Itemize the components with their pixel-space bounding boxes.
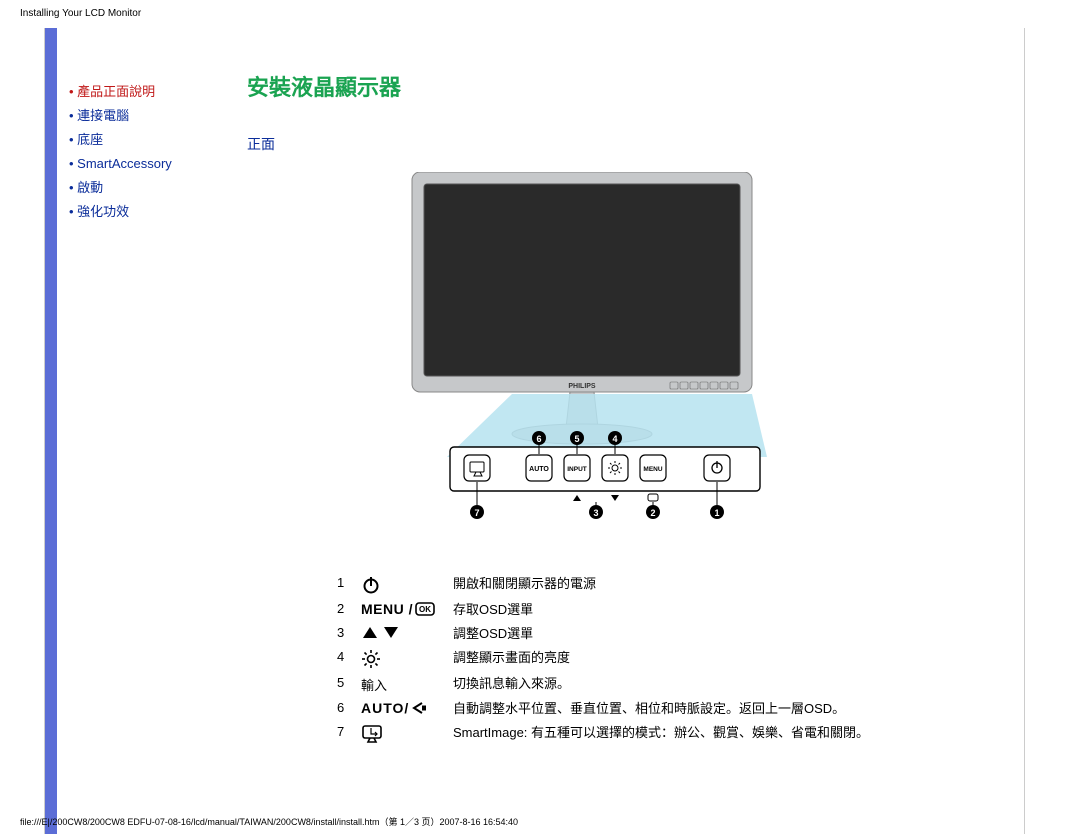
row-num: 4: [337, 649, 361, 664]
svg-text:PHILIPS: PHILIPS: [568, 383, 596, 390]
row-num: 7: [337, 724, 361, 739]
table-row: 1 開啟和關閉顯示器的電源: [337, 572, 917, 598]
page-title: 安裝液晶顯示器: [247, 70, 917, 102]
sidebar-item-enhance[interactable]: 強化功效: [69, 200, 239, 224]
row-num: 1: [337, 575, 361, 590]
row-num: 6: [337, 700, 361, 715]
row-num: 2: [337, 601, 361, 616]
svg-text:OK: OK: [419, 605, 431, 614]
svg-text:3: 3: [593, 508, 598, 518]
svg-text:5: 5: [574, 434, 579, 444]
svg-text:INPUT: INPUT: [567, 466, 587, 473]
table-row: 2 MENU / OK 存取OSD選單: [337, 598, 917, 622]
sidebar-list: 產品正面說明 連接電腦 底座 SmartAccessory 啟動 強化功效: [69, 80, 239, 224]
monitor-illustration: PHILIPS: [247, 172, 917, 532]
row-desc: 調整顯示畫面的亮度: [453, 649, 917, 667]
section-title: 正面: [247, 134, 917, 154]
svg-text:6: 6: [536, 434, 541, 444]
table-row: 5 輸入 切換訊息輸入來源。: [337, 672, 917, 697]
blue-side-bar: [45, 28, 57, 834]
svg-text:4: 4: [612, 434, 617, 444]
sidebar-item-smartaccessory[interactable]: SmartAccessory: [69, 152, 239, 176]
sidebar-item-start[interactable]: 啟動: [69, 176, 239, 200]
svg-text:1: 1: [714, 508, 719, 518]
page: 產品正面說明 連接電腦 底座 SmartAccessory 啟動 強化功效 安裝…: [44, 28, 1025, 834]
svg-text:MENU: MENU: [643, 466, 662, 473]
auto-icon: AUTO/: [361, 700, 453, 716]
power-icon: [361, 575, 453, 595]
sidebar: 產品正面說明 連接電腦 底座 SmartAccessory 啟動 強化功效: [69, 80, 239, 224]
document-footer: file:///E|/200CW8/200CW8 EDFU-07-08-16/l…: [20, 815, 518, 828]
document-header: Installing Your LCD Monitor: [20, 8, 141, 19]
menu-icon: MENU / OK: [361, 601, 453, 617]
row-desc: 自動調整水平位置、垂直位置、相位和時脈設定。返回上一層OSD。: [453, 700, 917, 718]
smartimage-icon: [361, 724, 453, 744]
sidebar-item-label: SmartAccessory: [77, 156, 172, 171]
row-num: 5: [337, 675, 361, 690]
sidebar-item-label: 強化功效: [77, 204, 129, 219]
row-desc: SmartImage: 有五種可以選擇的模式：辦公、觀賞、娛樂、省電和關閉。: [453, 724, 917, 742]
svg-text:AUTO: AUTO: [529, 466, 549, 473]
row-desc: 開啟和關閉顯示器的電源: [453, 575, 917, 593]
content: 安裝液晶顯示器 正面 PHILIPS: [247, 70, 917, 747]
sidebar-item-connect-pc[interactable]: 連接電腦: [69, 104, 239, 128]
table-row: 4 調整顯示畫面的亮度: [337, 646, 917, 672]
table-row: 7 SmartImage: 有五種可以選擇的模式：辦公、觀賞、娛樂、省電和關閉。: [337, 721, 917, 747]
brightness-icon: [361, 649, 453, 669]
sidebar-item-base[interactable]: 底座: [69, 128, 239, 152]
sidebar-item-label: 產品正面說明: [77, 84, 155, 99]
input-label: 輸入: [361, 675, 453, 694]
row-desc: 調整OSD選單: [453, 625, 917, 643]
row-desc: 切換訊息輸入來源。: [453, 675, 917, 693]
table-row: 3 調整OSD選單: [337, 622, 917, 646]
controls-table: 1 開啟和關閉顯示器的電源 2 MENU / OK 存取OSD選單 3: [337, 572, 917, 747]
sidebar-item-front-desc[interactable]: 產品正面說明: [69, 80, 239, 104]
row-desc: 存取OSD選單: [453, 601, 917, 619]
updown-icon: [361, 625, 453, 641]
sidebar-item-label: 連接電腦: [77, 108, 129, 123]
row-num: 3: [337, 625, 361, 640]
table-row: 6 AUTO/ 自動調整水平位置、垂直位置、相位和時脈設定。返回上一層OSD。: [337, 697, 917, 721]
sidebar-item-label: 底座: [77, 132, 103, 147]
svg-text:7: 7: [474, 508, 479, 518]
sidebar-item-label: 啟動: [77, 180, 103, 195]
svg-text:2: 2: [650, 508, 655, 518]
monitor-svg: PHILIPS: [392, 172, 772, 532]
